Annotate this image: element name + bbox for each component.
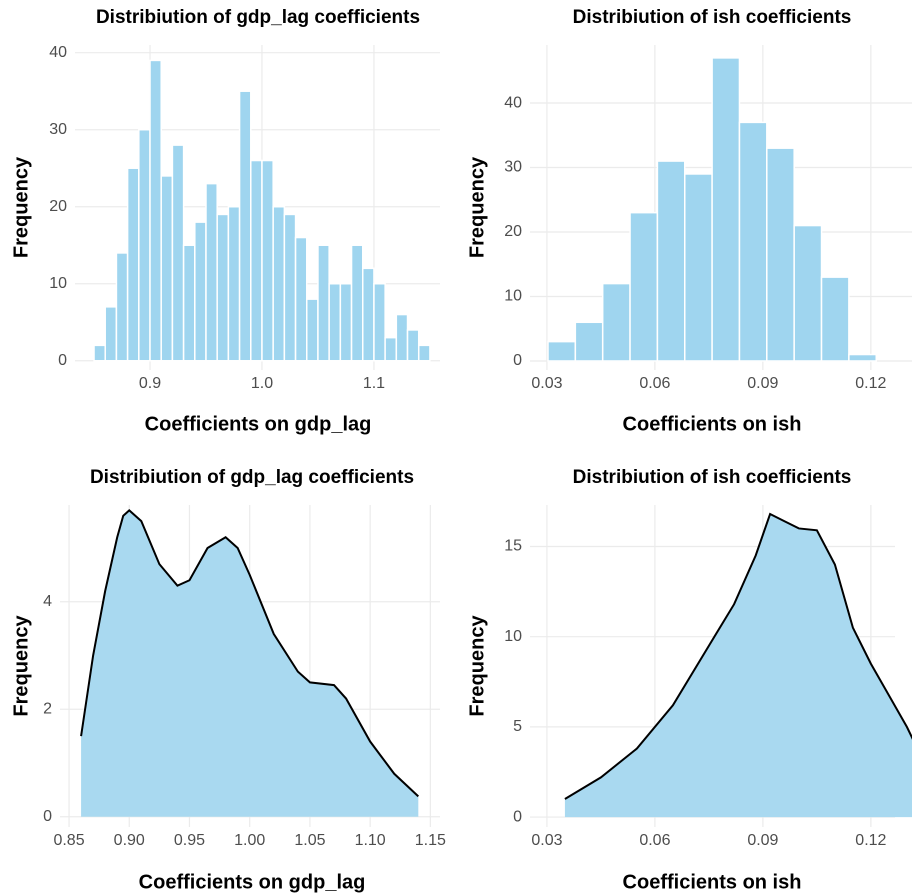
y-axis-label: Frequency: [466, 156, 488, 258]
x-tick-label: 1.05: [294, 832, 325, 849]
bar: [373, 282, 386, 362]
bar: [574, 321, 604, 362]
y-tick-label: 40: [504, 94, 522, 111]
x-axis-label: Coefficients on ish: [623, 871, 802, 893]
x-tick-label: 0.09: [747, 832, 778, 849]
x-tick-label: 1.0: [251, 375, 273, 392]
bar: [406, 329, 420, 362]
x-axis-label: Coefficients on gdp_lag: [145, 413, 372, 435]
density-area: [81, 510, 419, 817]
y-tick-label: 10: [504, 288, 522, 305]
y-tick-label: 0: [513, 808, 522, 825]
y-axis-label: Frequency: [10, 615, 32, 717]
x-tick-label: 0.03: [531, 832, 562, 849]
x-tick-label: 1.10: [355, 832, 386, 849]
bar: [126, 167, 140, 362]
x-tick-label: 0.9: [139, 375, 161, 392]
bar: [384, 336, 398, 362]
bar: [205, 182, 218, 362]
bar: [194, 221, 207, 362]
y-tick-label: 20: [49, 198, 67, 215]
bar: [711, 57, 741, 362]
bar: [171, 144, 185, 362]
y-tick-label: 10: [49, 275, 67, 292]
x-tick-label: 1.1: [363, 375, 385, 392]
bar: [227, 205, 241, 362]
x-tick-label: 0.06: [639, 375, 670, 392]
bar: [820, 276, 850, 362]
y-tick-label: 30: [504, 159, 522, 176]
x-tick-label: 0.85: [53, 832, 84, 849]
bar: [250, 159, 263, 362]
x-tick-label: 1.00: [234, 832, 265, 849]
density-line: [564, 512, 912, 800]
y-tick-label: 20: [504, 223, 522, 240]
y-tick-label: 5: [513, 718, 522, 735]
bar: [547, 340, 577, 362]
x-tick-label: 0.06: [639, 832, 670, 849]
bar: [216, 213, 230, 362]
x-tick-label: 0.95: [174, 832, 205, 849]
x-axis-label: Coefficients on gdp_lag: [139, 871, 366, 893]
bar: [656, 160, 686, 362]
bar: [417, 344, 431, 362]
y-tick-label: 40: [49, 44, 67, 61]
x-tick-label: 0.90: [114, 832, 145, 849]
y-tick-label: 4: [43, 593, 52, 610]
bar: [294, 236, 308, 362]
bar: [149, 59, 162, 362]
bar: [684, 173, 713, 362]
x-axis-label: Coefficients on ish: [623, 413, 802, 435]
y-tick-label: 30: [49, 121, 67, 138]
bar: [115, 252, 129, 362]
bar: [138, 128, 151, 362]
chart-title: Distribiution of ish coefficients: [573, 7, 852, 28]
bar: [317, 244, 330, 362]
bar: [104, 306, 118, 362]
density-line: [80, 509, 420, 798]
bar: [93, 344, 106, 362]
density-area: [564, 514, 912, 818]
y-tick-label: 0: [513, 352, 522, 369]
bar: [350, 244, 364, 362]
chart-title: Distribiution of gdp_lag coefficients: [96, 7, 420, 28]
chart-title: Distribiution of ish coefficients: [573, 467, 852, 488]
bar: [629, 211, 659, 362]
y-axis-label: Frequency: [466, 615, 488, 717]
bar: [182, 244, 196, 362]
x-tick-label: 0.12: [855, 375, 886, 392]
x-tick-label: 1.15: [415, 832, 446, 849]
y-tick-label: 10: [504, 628, 522, 645]
bar: [395, 313, 409, 362]
bar: [848, 353, 877, 362]
bar: [160, 175, 174, 362]
bar: [238, 90, 252, 362]
bar: [361, 267, 375, 362]
bar: [306, 298, 319, 362]
x-tick-label: 0.09: [747, 375, 778, 392]
y-tick-label: 0: [43, 808, 52, 825]
bar: [601, 282, 631, 362]
x-tick-label: 0.03: [531, 375, 562, 392]
chart-title: Distribiution of gdp_lag coefficients: [90, 467, 414, 488]
y-tick-label: 2: [43, 700, 52, 717]
x-tick-label: 0.12: [855, 832, 886, 849]
bar: [261, 159, 274, 362]
bar: [793, 224, 823, 362]
y-axis-label: Frequency: [10, 156, 32, 258]
bar: [738, 121, 768, 362]
bar: [339, 282, 353, 362]
y-tick-label: 15: [504, 538, 522, 555]
y-tick-label: 0: [58, 352, 67, 369]
bar: [283, 213, 297, 362]
bar: [272, 205, 286, 362]
bar: [328, 282, 342, 362]
bar: [766, 147, 795, 362]
